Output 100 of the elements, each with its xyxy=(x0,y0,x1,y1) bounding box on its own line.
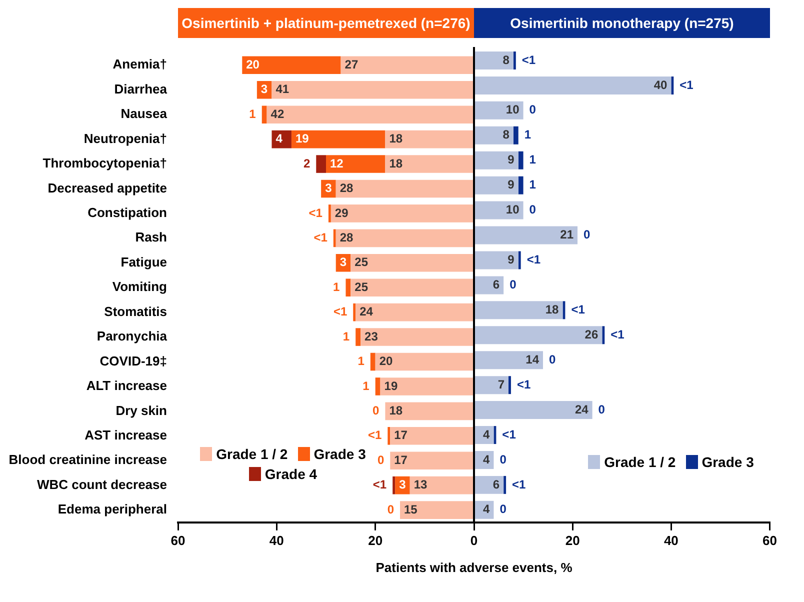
data-label: 24 xyxy=(574,402,589,416)
data-label: <1 xyxy=(526,252,541,267)
bar xyxy=(333,229,336,248)
bar xyxy=(336,180,474,198)
data-label: 8 xyxy=(502,128,510,142)
bar xyxy=(316,155,326,173)
data-label: 41 xyxy=(276,82,290,96)
y-tick-label: Rash xyxy=(135,230,168,245)
bar xyxy=(346,278,351,296)
bar xyxy=(474,401,592,420)
data-label: 7 xyxy=(498,377,505,392)
data-label: 19 xyxy=(295,132,310,146)
data-label: 13 xyxy=(414,478,428,492)
bar xyxy=(392,476,396,494)
data-label: 0 xyxy=(500,452,507,466)
bar xyxy=(328,204,331,222)
data-label: 42 xyxy=(270,106,284,121)
y-tick-label: Nausea xyxy=(120,106,168,122)
legend-label: Grade 3 xyxy=(314,446,366,462)
bar xyxy=(474,76,672,94)
bar xyxy=(390,426,474,445)
data-label: 0 xyxy=(372,403,380,418)
x-tick-label: 0 xyxy=(470,532,478,548)
bar xyxy=(266,106,474,124)
data-label: 3 xyxy=(260,82,268,96)
data-label: <1 xyxy=(512,477,526,492)
y-tick-label: Neutropenia† xyxy=(84,130,167,146)
data-label: 9 xyxy=(508,178,515,192)
data-label: 0 xyxy=(387,502,394,516)
x-tick-label: 40 xyxy=(664,532,678,548)
data-label: 15 xyxy=(404,502,418,516)
bar xyxy=(474,376,509,394)
data-label: <1 xyxy=(610,327,625,342)
data-label: 4 xyxy=(483,452,490,466)
bar xyxy=(474,251,518,270)
data-label: 8 xyxy=(502,52,510,67)
y-tick-label: COVID-19‡ xyxy=(100,353,167,368)
data-label: 0 xyxy=(549,352,556,366)
data-label: 26 xyxy=(584,327,598,342)
bar xyxy=(410,476,474,494)
data-label: 9 xyxy=(508,252,515,267)
data-label: 28 xyxy=(340,181,354,196)
data-label: <1 xyxy=(314,230,328,244)
y-tick-label: AST increase xyxy=(84,427,167,442)
bar xyxy=(474,151,518,170)
data-label: 1 xyxy=(529,152,536,167)
data-label: 4 xyxy=(483,502,490,516)
bar xyxy=(388,426,390,445)
data-label: 4 xyxy=(483,427,490,442)
bar xyxy=(291,130,386,148)
data-label: 0 xyxy=(529,202,536,217)
data-label: 28 xyxy=(340,230,354,244)
bar xyxy=(350,278,474,296)
data-label: <1 xyxy=(571,302,586,316)
bar xyxy=(385,402,474,420)
bar xyxy=(242,56,341,74)
bar xyxy=(370,352,376,371)
y-tick-label: Paronychia xyxy=(96,328,168,344)
x-axis-title: Patients with adverse events, % xyxy=(374,560,574,575)
bar xyxy=(474,301,563,320)
bar xyxy=(400,501,474,519)
data-label: 1 xyxy=(529,178,536,192)
bar xyxy=(350,254,474,272)
data-label: 1 xyxy=(342,329,350,344)
data-label: 23 xyxy=(364,329,378,344)
bar xyxy=(474,226,578,244)
data-label: 14 xyxy=(526,352,540,366)
bar xyxy=(356,303,474,322)
x-tick-label: 20 xyxy=(368,532,383,548)
data-label: 1 xyxy=(358,354,365,368)
data-label: <1 xyxy=(308,206,323,220)
bar xyxy=(602,326,605,344)
data-label: <1 xyxy=(333,304,348,319)
x-tick-label: 20 xyxy=(565,532,580,548)
bar xyxy=(375,378,380,396)
bar xyxy=(474,276,504,294)
data-label: <1 xyxy=(502,427,516,442)
data-label: 0 xyxy=(584,228,591,242)
bar xyxy=(474,476,504,494)
data-label: 0 xyxy=(598,402,606,416)
bar xyxy=(356,328,361,346)
bar xyxy=(474,126,514,144)
data-label: 6 xyxy=(492,278,500,292)
bar xyxy=(326,155,386,173)
y-tick-label: Stomatitis xyxy=(104,304,167,319)
data-label: 3 xyxy=(399,478,406,492)
data-label: 20 xyxy=(246,57,260,72)
data-label: 18 xyxy=(545,302,560,316)
x-tick-label: 60 xyxy=(170,532,186,548)
data-label: 4 xyxy=(276,132,283,146)
bar xyxy=(380,378,474,396)
y-tick-label: ALT increase xyxy=(86,378,167,394)
data-label: 0 xyxy=(500,502,507,516)
y-tick-label: Dry skin xyxy=(116,402,168,418)
y-tick-label: Diarrhea xyxy=(114,81,168,96)
data-label: 3 xyxy=(325,181,332,196)
y-tick-label: Constipation xyxy=(88,205,168,220)
chart-title: Osimertinib monotherapy (n=275) xyxy=(474,8,770,38)
legend-label: Grade 4 xyxy=(264,466,318,482)
bar xyxy=(474,51,514,70)
